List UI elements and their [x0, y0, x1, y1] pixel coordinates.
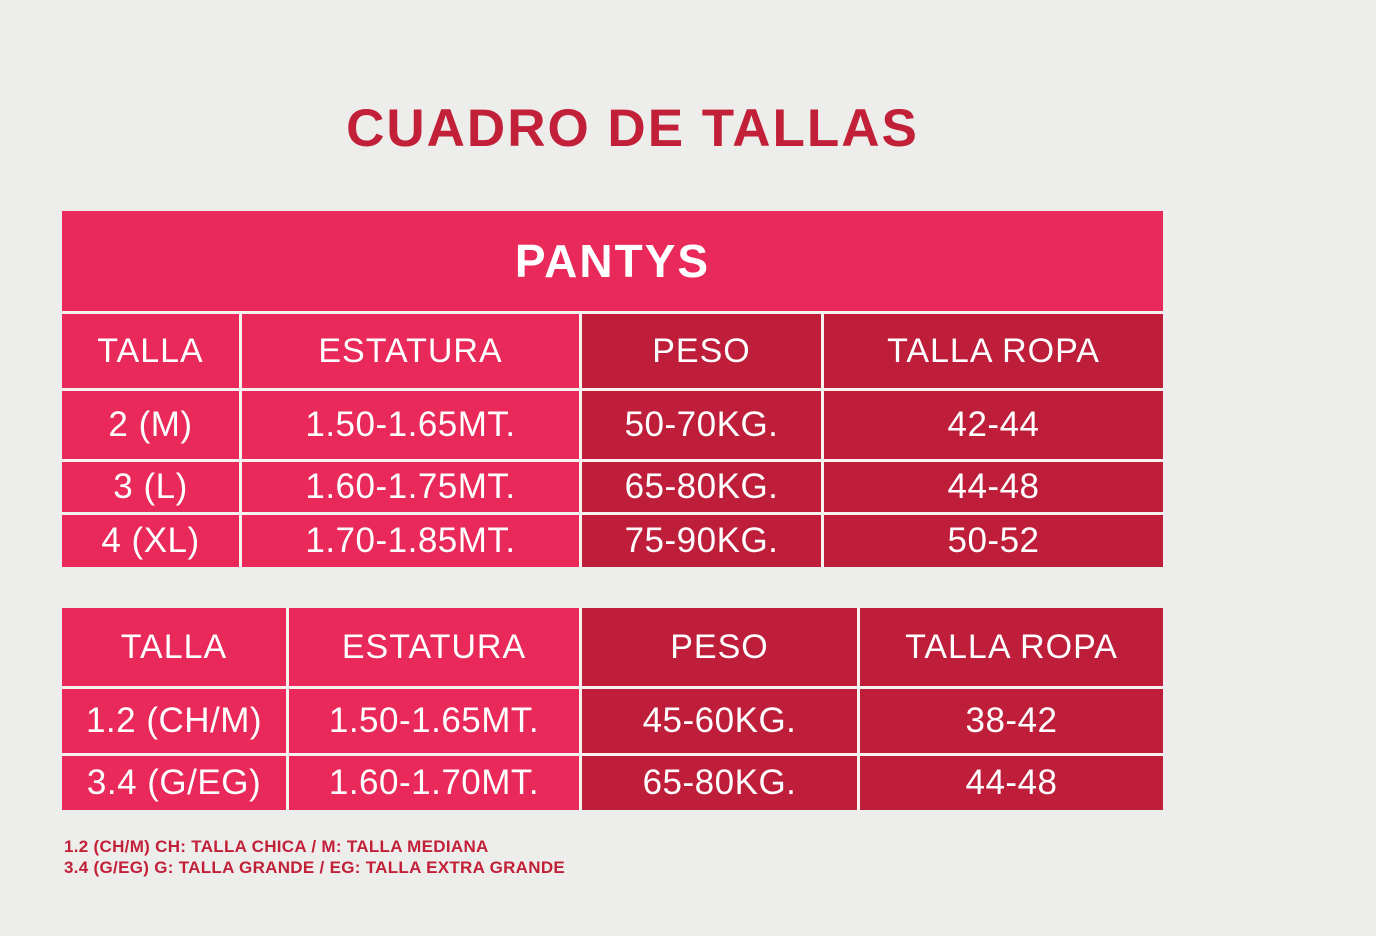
table-cell-peso: 65-80KG. — [582, 462, 821, 512]
column-header-talla: TALLA — [62, 314, 239, 388]
footnotes: 1.2 (CH/M) CH: TALLA CHICA / M: TALLA ME… — [64, 836, 565, 878]
table-cell-peso: 75-90KG. — [582, 515, 821, 567]
table-cell-talla: 4 (XL) — [62, 515, 239, 567]
table-cell-peso: 45-60KG. — [582, 689, 857, 753]
column-header-estatura: ESTATURA — [289, 608, 579, 686]
column-header-talla-ropa: TALLA ROPA — [860, 608, 1163, 686]
table-cell-talla-ropa: 42-44 — [824, 391, 1163, 459]
table-cell-talla-ropa: 38-42 — [860, 689, 1163, 753]
secondary-table-grid: TALLA ESTATURA PESO TALLA ROPA 1.2 (CH/M… — [62, 608, 1163, 810]
table-cell-estatura: 1.60-1.70MT. — [289, 756, 579, 810]
table-cell-estatura: 1.50-1.65MT. — [242, 391, 579, 459]
secondary-size-table: TALLA ESTATURA PESO TALLA ROPA 1.2 (CH/M… — [62, 608, 1163, 810]
table-cell-estatura: 1.70-1.85MT. — [242, 515, 579, 567]
table-cell-talla: 2 (M) — [62, 391, 239, 459]
pantys-table-grid: TALLA ESTATURA PESO TALLA ROPA 2 (M) 1.5… — [62, 314, 1163, 567]
table-cell-talla: 3 (L) — [62, 462, 239, 512]
page-title: CUADRO DE TALLAS — [346, 99, 919, 158]
table-cell-estatura: 1.50-1.65MT. — [289, 689, 579, 753]
table-cell-talla-ropa: 50-52 — [824, 515, 1163, 567]
column-header-talla: TALLA — [62, 608, 286, 686]
table-cell-peso: 65-80KG. — [582, 756, 857, 810]
column-header-talla-ropa: TALLA ROPA — [824, 314, 1163, 388]
table-cell-talla: 3.4 (G/EG) — [62, 756, 286, 810]
table-cell-peso: 50-70KG. — [582, 391, 821, 459]
footnote-line-1: 1.2 (CH/M) CH: TALLA CHICA / M: TALLA ME… — [64, 837, 489, 856]
column-header-peso: PESO — [582, 608, 857, 686]
table-cell-talla-ropa: 44-48 — [824, 462, 1163, 512]
column-header-peso: PESO — [582, 314, 821, 388]
table-cell-talla-ropa: 44-48 — [860, 756, 1163, 810]
table-cell-talla: 1.2 (CH/M) — [62, 689, 286, 753]
column-header-estatura: ESTATURA — [242, 314, 579, 388]
pantys-banner: PANTYS — [62, 211, 1163, 311]
table-cell-estatura: 1.60-1.75MT. — [242, 462, 579, 512]
footnote-line-2: 3.4 (G/EG) G: TALLA GRANDE / EG: TALLA E… — [64, 858, 566, 877]
pantys-size-table: PANTYS TALLA ESTATURA PESO TALLA ROPA 2 … — [62, 211, 1163, 567]
